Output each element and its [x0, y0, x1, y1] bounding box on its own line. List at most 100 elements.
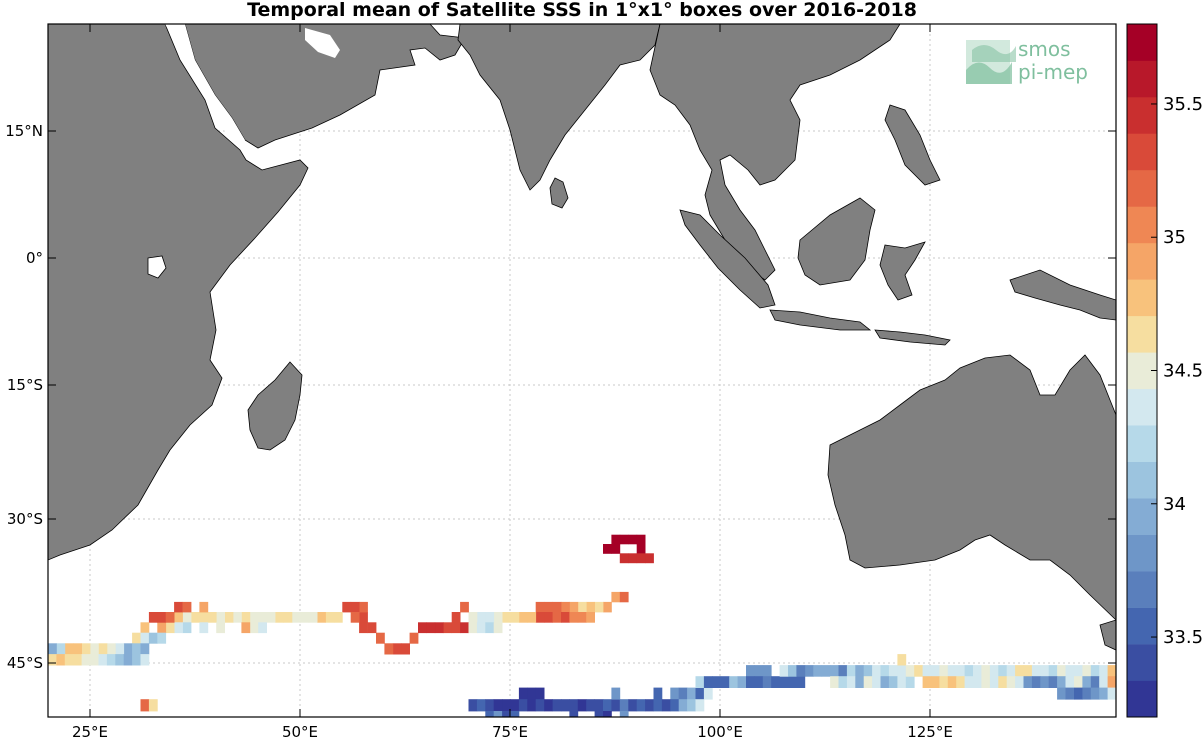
sss-cell [897, 665, 907, 677]
sss-cell [746, 665, 755, 677]
sss-cell [426, 622, 436, 634]
sss-cell [535, 699, 545, 712]
sss-cell [527, 699, 537, 712]
sss-cell [443, 622, 452, 634]
sss-cell [838, 676, 848, 688]
sss-cell [182, 601, 192, 613]
sss-cell [392, 643, 402, 655]
lat-tick-label: 30°S [7, 510, 43, 528]
sss-cell [140, 643, 150, 655]
sss-cell [636, 553, 646, 564]
sss-cell [973, 676, 982, 688]
sss-cell [964, 665, 974, 677]
lake-victoria [147, 255, 167, 279]
sss-cell [48, 654, 57, 666]
sss-cell [376, 632, 385, 644]
sss-cell [207, 612, 217, 623]
africa-landmass [48, 24, 309, 561]
sss-cell [359, 601, 368, 613]
sss-cell [81, 643, 91, 655]
logo-line-2: pi-mep [1018, 60, 1088, 84]
sss-cell [636, 544, 646, 554]
sss-cell [1074, 665, 1083, 677]
sss-cell [56, 643, 66, 655]
sss-cell [199, 612, 209, 623]
lat-tick-label: 15°N [5, 122, 43, 140]
sss-cell [1065, 676, 1075, 688]
colorbar-tick-label: 34 [1163, 494, 1186, 515]
sss-cell [577, 601, 587, 613]
sss-cell [233, 612, 242, 623]
sss-cell [123, 654, 133, 666]
logo-waves-icon [966, 40, 1016, 84]
colorbar-segment [1127, 607, 1157, 645]
sss-cell [308, 612, 318, 623]
sss-cell [510, 711, 520, 717]
lon-tick-label: 100°E [697, 723, 743, 740]
sss-cell [90, 643, 99, 655]
sss-cell [174, 601, 183, 613]
sss-cell [561, 699, 570, 712]
sss-cell [140, 632, 150, 644]
colorbar-segment [1127, 315, 1157, 353]
lat-tick-label: 0° [26, 249, 43, 267]
sss-cell [409, 632, 419, 644]
sss-cell [628, 534, 638, 545]
sss-cell [703, 687, 713, 700]
sss-cell [670, 687, 680, 700]
sss-cell [846, 676, 856, 688]
colorbar-segment [1127, 498, 1157, 535]
sss-cell [1107, 665, 1116, 677]
sss-cell [804, 665, 814, 677]
sss-cell [905, 676, 915, 688]
sss-cell [1074, 676, 1083, 688]
sss-cell [291, 612, 301, 623]
lon-tick-label: 125°E [907, 723, 953, 740]
sss-cell [603, 601, 612, 613]
sss-cell [998, 665, 1008, 677]
sss-cell [1065, 687, 1075, 700]
sss-cell [468, 699, 478, 712]
colorbar: 33.5 34 34.5 35 35.5 [1126, 23, 1203, 718]
sss-cell [712, 676, 722, 688]
sss-cell [485, 612, 495, 623]
sss-cell [931, 676, 940, 688]
sss-cell [779, 665, 789, 677]
sss-cell [518, 612, 528, 623]
sss-cell [872, 665, 881, 677]
sss-cell [603, 711, 612, 717]
sss-cell [98, 643, 108, 655]
sss-cell [132, 632, 141, 644]
sss-cell [300, 612, 310, 623]
sss-cell [140, 699, 150, 712]
new-guinea-landmass [1009, 269, 1116, 321]
sss-cell [132, 643, 141, 655]
sss-cell [552, 601, 562, 613]
sss-cell [897, 654, 907, 666]
lat-tick-label: 45°S [7, 654, 43, 672]
sss-cell [695, 676, 705, 688]
sss-cell [1048, 676, 1058, 688]
sss-cell [249, 612, 259, 623]
figure-title: Temporal mean of Satellite SSS in 1°x1° … [247, 0, 917, 21]
sss-cell [830, 676, 839, 688]
sss-cell [611, 699, 621, 712]
se-asia-landmass [649, 24, 901, 281]
sss-cell [947, 665, 957, 677]
new-zealand-edge-landmass [1099, 619, 1116, 651]
sss-cell [1074, 687, 1083, 700]
sss-cell [157, 632, 167, 644]
sss-cell [510, 699, 520, 712]
sss-cell [535, 687, 545, 700]
colorbar-tick-label: 35.5 [1163, 94, 1203, 115]
sss-cell [460, 622, 469, 634]
sss-cell [619, 711, 629, 717]
sss-cell [1006, 665, 1016, 677]
sss-cell [687, 699, 696, 712]
sss-cell [1107, 676, 1116, 688]
sss-cell [611, 687, 621, 700]
sss-cell [821, 665, 831, 677]
sss-cell [182, 622, 192, 634]
latitude-axis: 15°N 0° 15°S 30°S 45°S [5, 122, 1116, 672]
sss-cell [317, 612, 326, 623]
